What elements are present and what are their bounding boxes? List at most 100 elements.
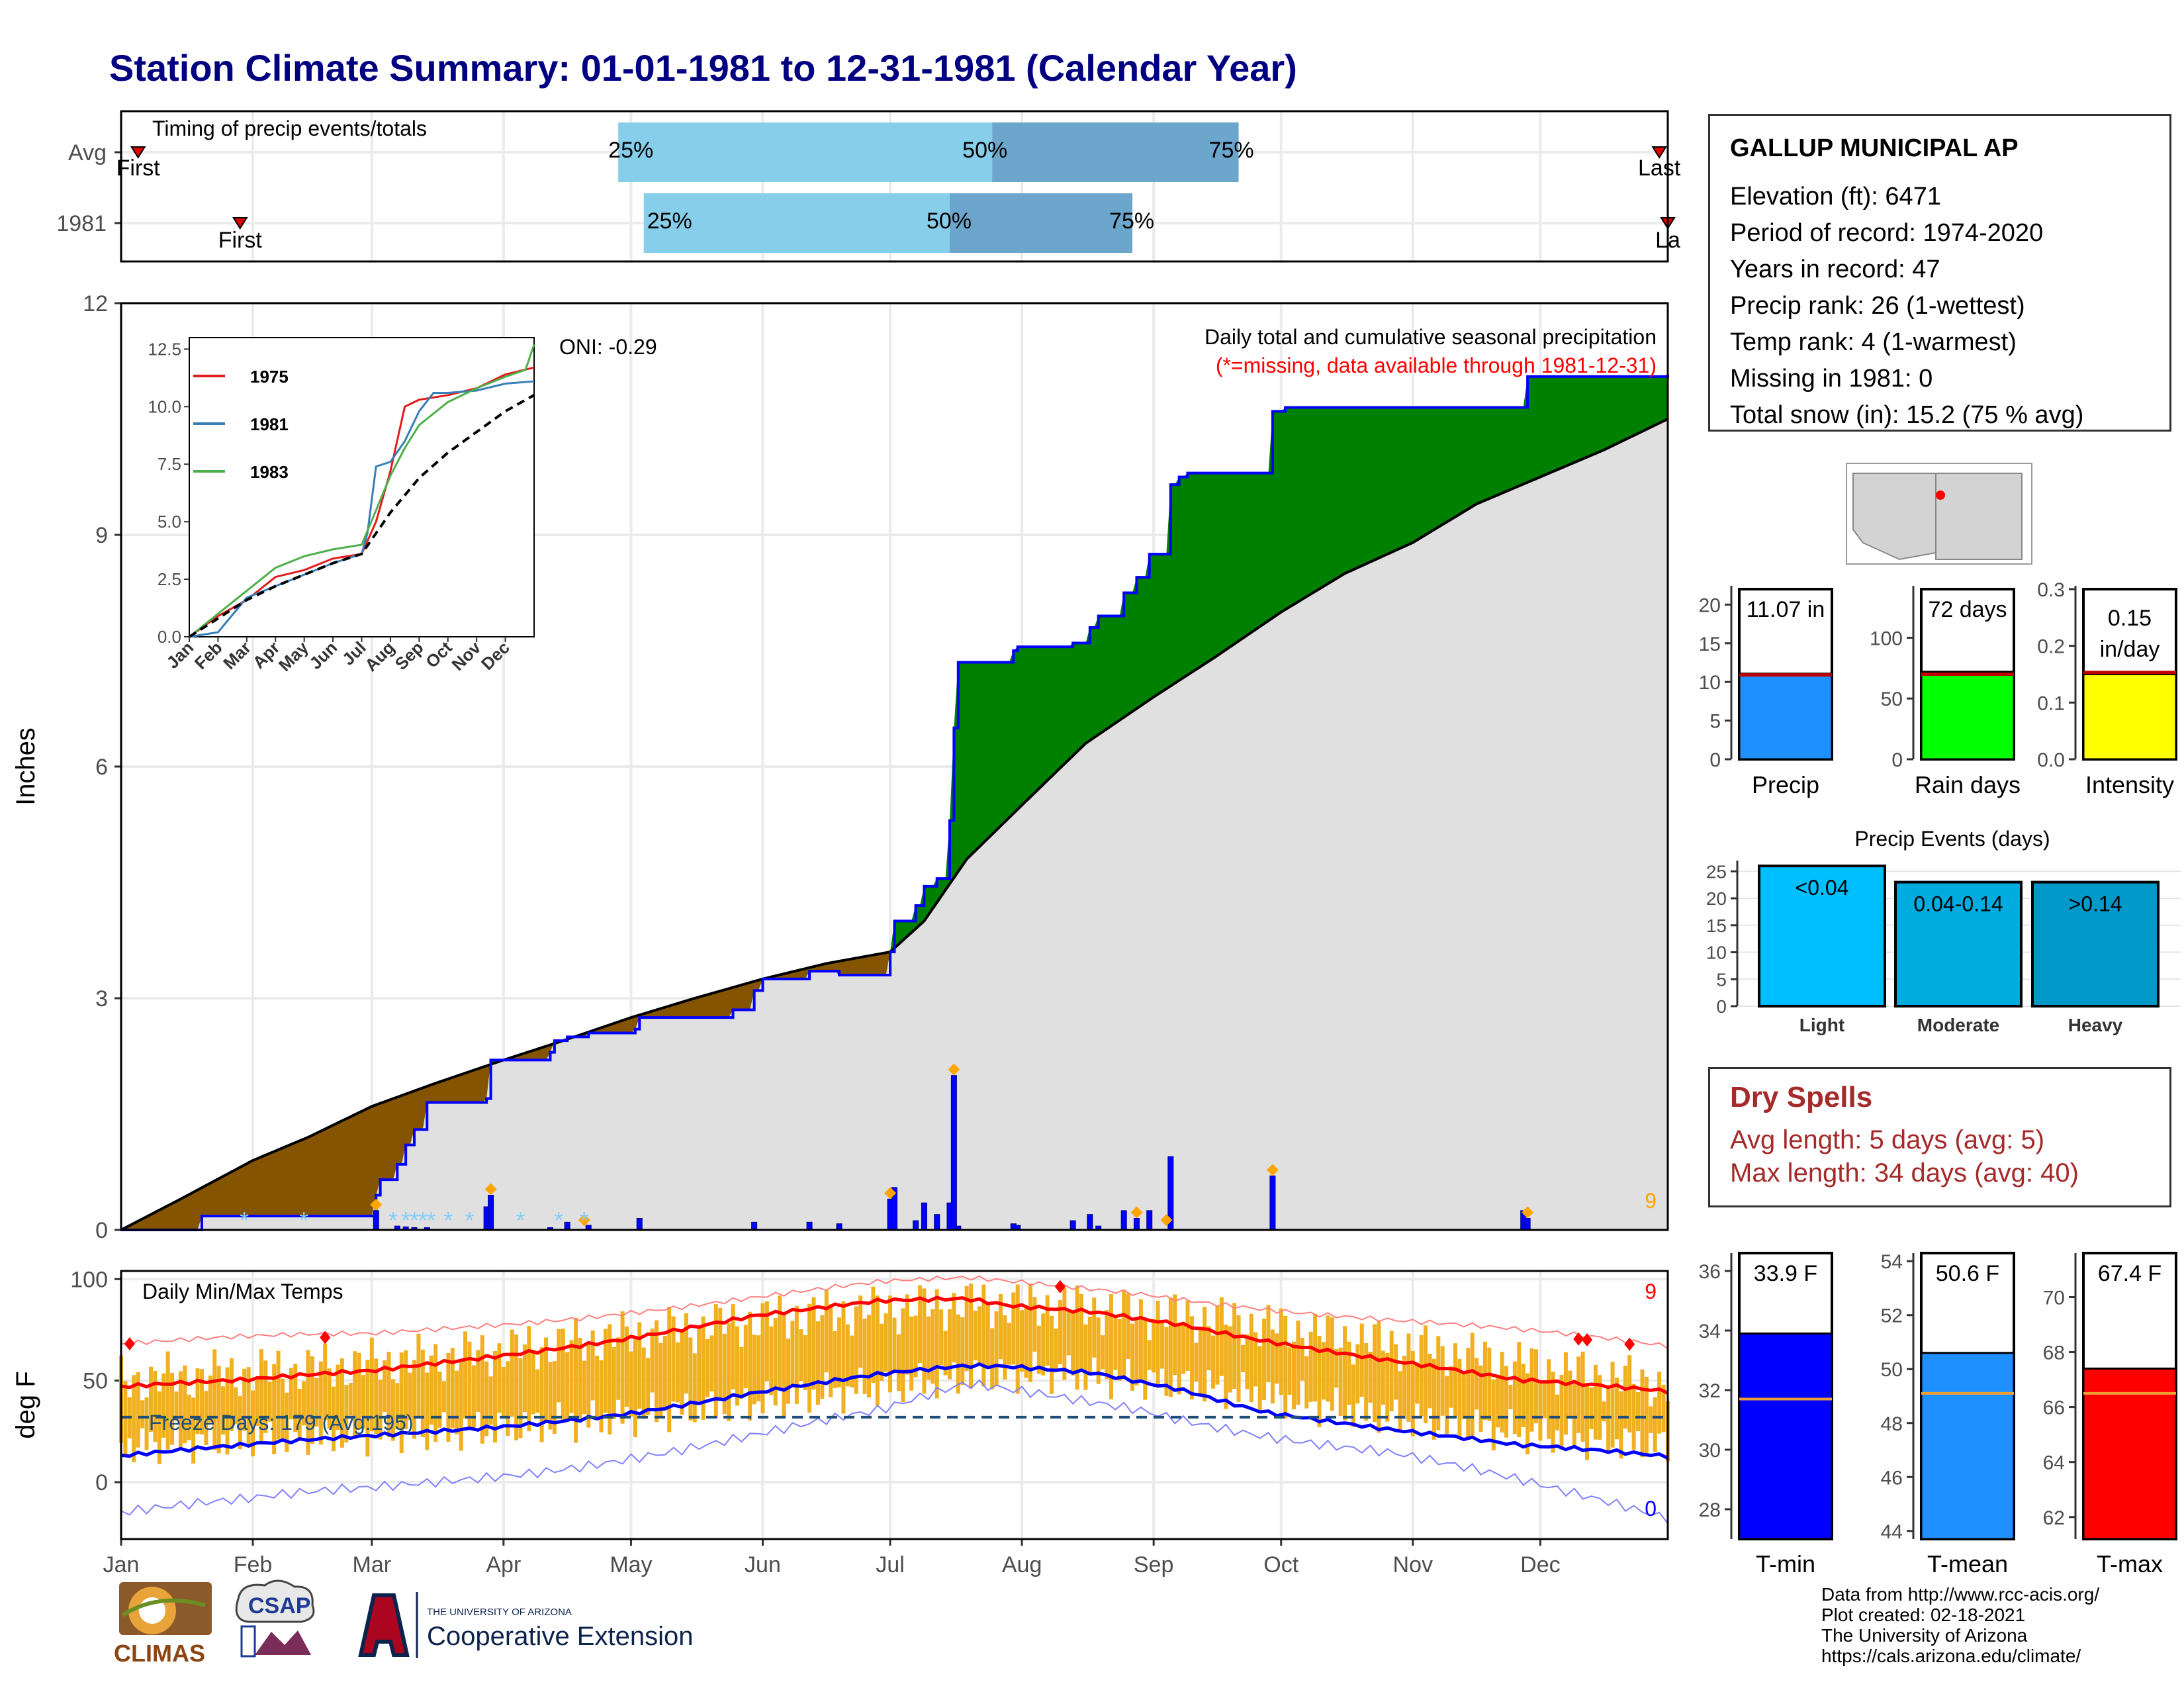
temp-daily-bar [731, 1304, 735, 1389]
temp-daily-bar [1134, 1319, 1139, 1385]
temp-daily-bar [1185, 1300, 1190, 1371]
csap-cloud [235, 1579, 315, 1623]
temp-daily-bar [845, 1324, 850, 1387]
temp-daily-bar [1236, 1315, 1241, 1402]
temp-daily-bar [1385, 1352, 1390, 1422]
events-ytick-label-2: 10 [1706, 943, 1727, 963]
totals-bar-0 [1738, 673, 1833, 761]
temp-daily-bar [773, 1317, 778, 1406]
temp-month-label-5: Jun [745, 1552, 781, 1577]
temp-daily-bar [1308, 1331, 1313, 1402]
temp-daily-bar [888, 1295, 893, 1393]
temp-daily-bar [234, 1387, 238, 1425]
events-ytick-label-3: 15 [1706, 915, 1727, 936]
temp-daily-bar [408, 1372, 412, 1421]
timing-plot-border [120, 110, 1669, 263]
ua-big-text: Cooperative Extension [427, 1622, 693, 1651]
temp-daily-bar [527, 1326, 531, 1432]
precip-snow-marker: * [443, 1207, 453, 1234]
temp-daily-bar [1117, 1319, 1122, 1381]
temp-daily-bar [1007, 1323, 1011, 1365]
temp-daily-bar [1036, 1325, 1041, 1374]
temp-daily-bar [374, 1358, 379, 1434]
temp-daily-bar [650, 1329, 655, 1393]
temp-daily-bar [441, 1381, 446, 1413]
temp-daily-bar [522, 1344, 527, 1413]
temp-daily-bar [1126, 1293, 1130, 1360]
temp-daily-bar [1011, 1292, 1016, 1365]
temp-daily-bar [132, 1375, 136, 1462]
temp-daily-bar [1177, 1323, 1181, 1395]
tsum-value-label-0: 33.9 F [1754, 1261, 1817, 1286]
temp-daily-bar [620, 1311, 625, 1424]
temp-daily-bar [1661, 1384, 1666, 1432]
totals-value-label-1: 72 days [1928, 597, 2007, 622]
temp-daily-bar [246, 1367, 251, 1448]
temp-daily-bar [548, 1362, 553, 1430]
temp-daily-bar [1559, 1375, 1564, 1450]
precip-ytick-label-1: 3 [95, 986, 108, 1011]
timing-q75-label-0: 75% [1209, 138, 1254, 163]
temp-daily-bar [1266, 1305, 1271, 1383]
temp-daily-bar [1092, 1297, 1097, 1358]
temp-daily-bar [778, 1295, 782, 1389]
temp-daily-bar [705, 1338, 710, 1397]
precip-avg-area [121, 419, 1668, 1230]
dry-spells-box: Dry Spells Avg length: 5 days (avg: 5) M… [1708, 1067, 2171, 1207]
temp-daily-bar [1253, 1332, 1258, 1387]
stat-missing: Missing in 1981: 0 [1730, 365, 1933, 393]
precip-daily-bar [751, 1221, 758, 1231]
temp-daily-bar [1466, 1348, 1471, 1440]
temp-daily-bar [1636, 1391, 1641, 1431]
temp-daily-bar [590, 1330, 595, 1401]
temp-daily-bar [242, 1368, 247, 1431]
tsum-ytick-label-2-2: 66 [2043, 1397, 2065, 1419]
temp-daily-bar [688, 1337, 693, 1421]
timing-bar-upper-1 [949, 193, 1133, 253]
temp-daily-bar [492, 1350, 497, 1443]
temp-month-label-10: Nov [1393, 1552, 1433, 1577]
temp-daily-bar [136, 1372, 140, 1448]
temp-count-high: 9 [1645, 1280, 1657, 1303]
temp-daily-bar [353, 1351, 357, 1439]
temp-daily-bar [1219, 1297, 1224, 1376]
temp-daily-bar [510, 1329, 514, 1417]
temp-daily-bar [1096, 1317, 1101, 1384]
temp-daily-bar [1101, 1335, 1105, 1370]
temp-daily-bar [259, 1349, 263, 1442]
temp-daily-bar [1428, 1353, 1432, 1409]
temp-daily-bar [573, 1317, 578, 1443]
timing-bar-upper-0 [992, 122, 1239, 182]
temp-daily-bar [544, 1337, 549, 1422]
precip-label-top: Daily total and cumulative seasonal prec… [1205, 325, 1657, 349]
temp-daily-bar [1338, 1347, 1343, 1416]
temp-daily-bar [1568, 1370, 1572, 1419]
tsum-ytick-label-0-1: 30 [1699, 1440, 1721, 1462]
inset-average-line [188, 394, 535, 638]
temp-daily-bar [471, 1365, 476, 1430]
temp-daily-bar [1631, 1383, 1636, 1450]
temp-daily-bar [1542, 1382, 1547, 1419]
temp-ylabel: deg F [11, 1371, 40, 1438]
temp-daily-bar [684, 1313, 688, 1394]
precip-daily-bar [373, 1210, 379, 1231]
temp-daily-bar [1122, 1290, 1126, 1380]
precip-snow-marker: * [418, 1207, 428, 1234]
temp-daily-bar [764, 1301, 769, 1382]
temp-daily-bar [769, 1326, 774, 1395]
events-ytick-label-1: 5 [1716, 969, 1727, 990]
temp-daily-bar [662, 1336, 667, 1411]
temp-daily-bar [599, 1360, 604, 1432]
events-bin-label-2: >0.14 [2069, 892, 2122, 916]
temp-daily-bar [892, 1317, 897, 1372]
events-ytick-label-5: 25 [1706, 861, 1727, 882]
precip-record-marker [1522, 1206, 1534, 1219]
temp-daily-bar [667, 1307, 672, 1432]
totals-ytick-label-2-3: 0.3 [2037, 579, 2065, 601]
timing-row-label-0: Avg [68, 140, 107, 165]
timing-row-label-1: 1981 [56, 211, 107, 236]
precip-snow-marker: * [401, 1207, 410, 1234]
totals-ytick-label-1-1: 50 [1881, 688, 1903, 710]
temp-daily-bar [1181, 1322, 1186, 1374]
temp-daily-bar [1606, 1386, 1611, 1454]
